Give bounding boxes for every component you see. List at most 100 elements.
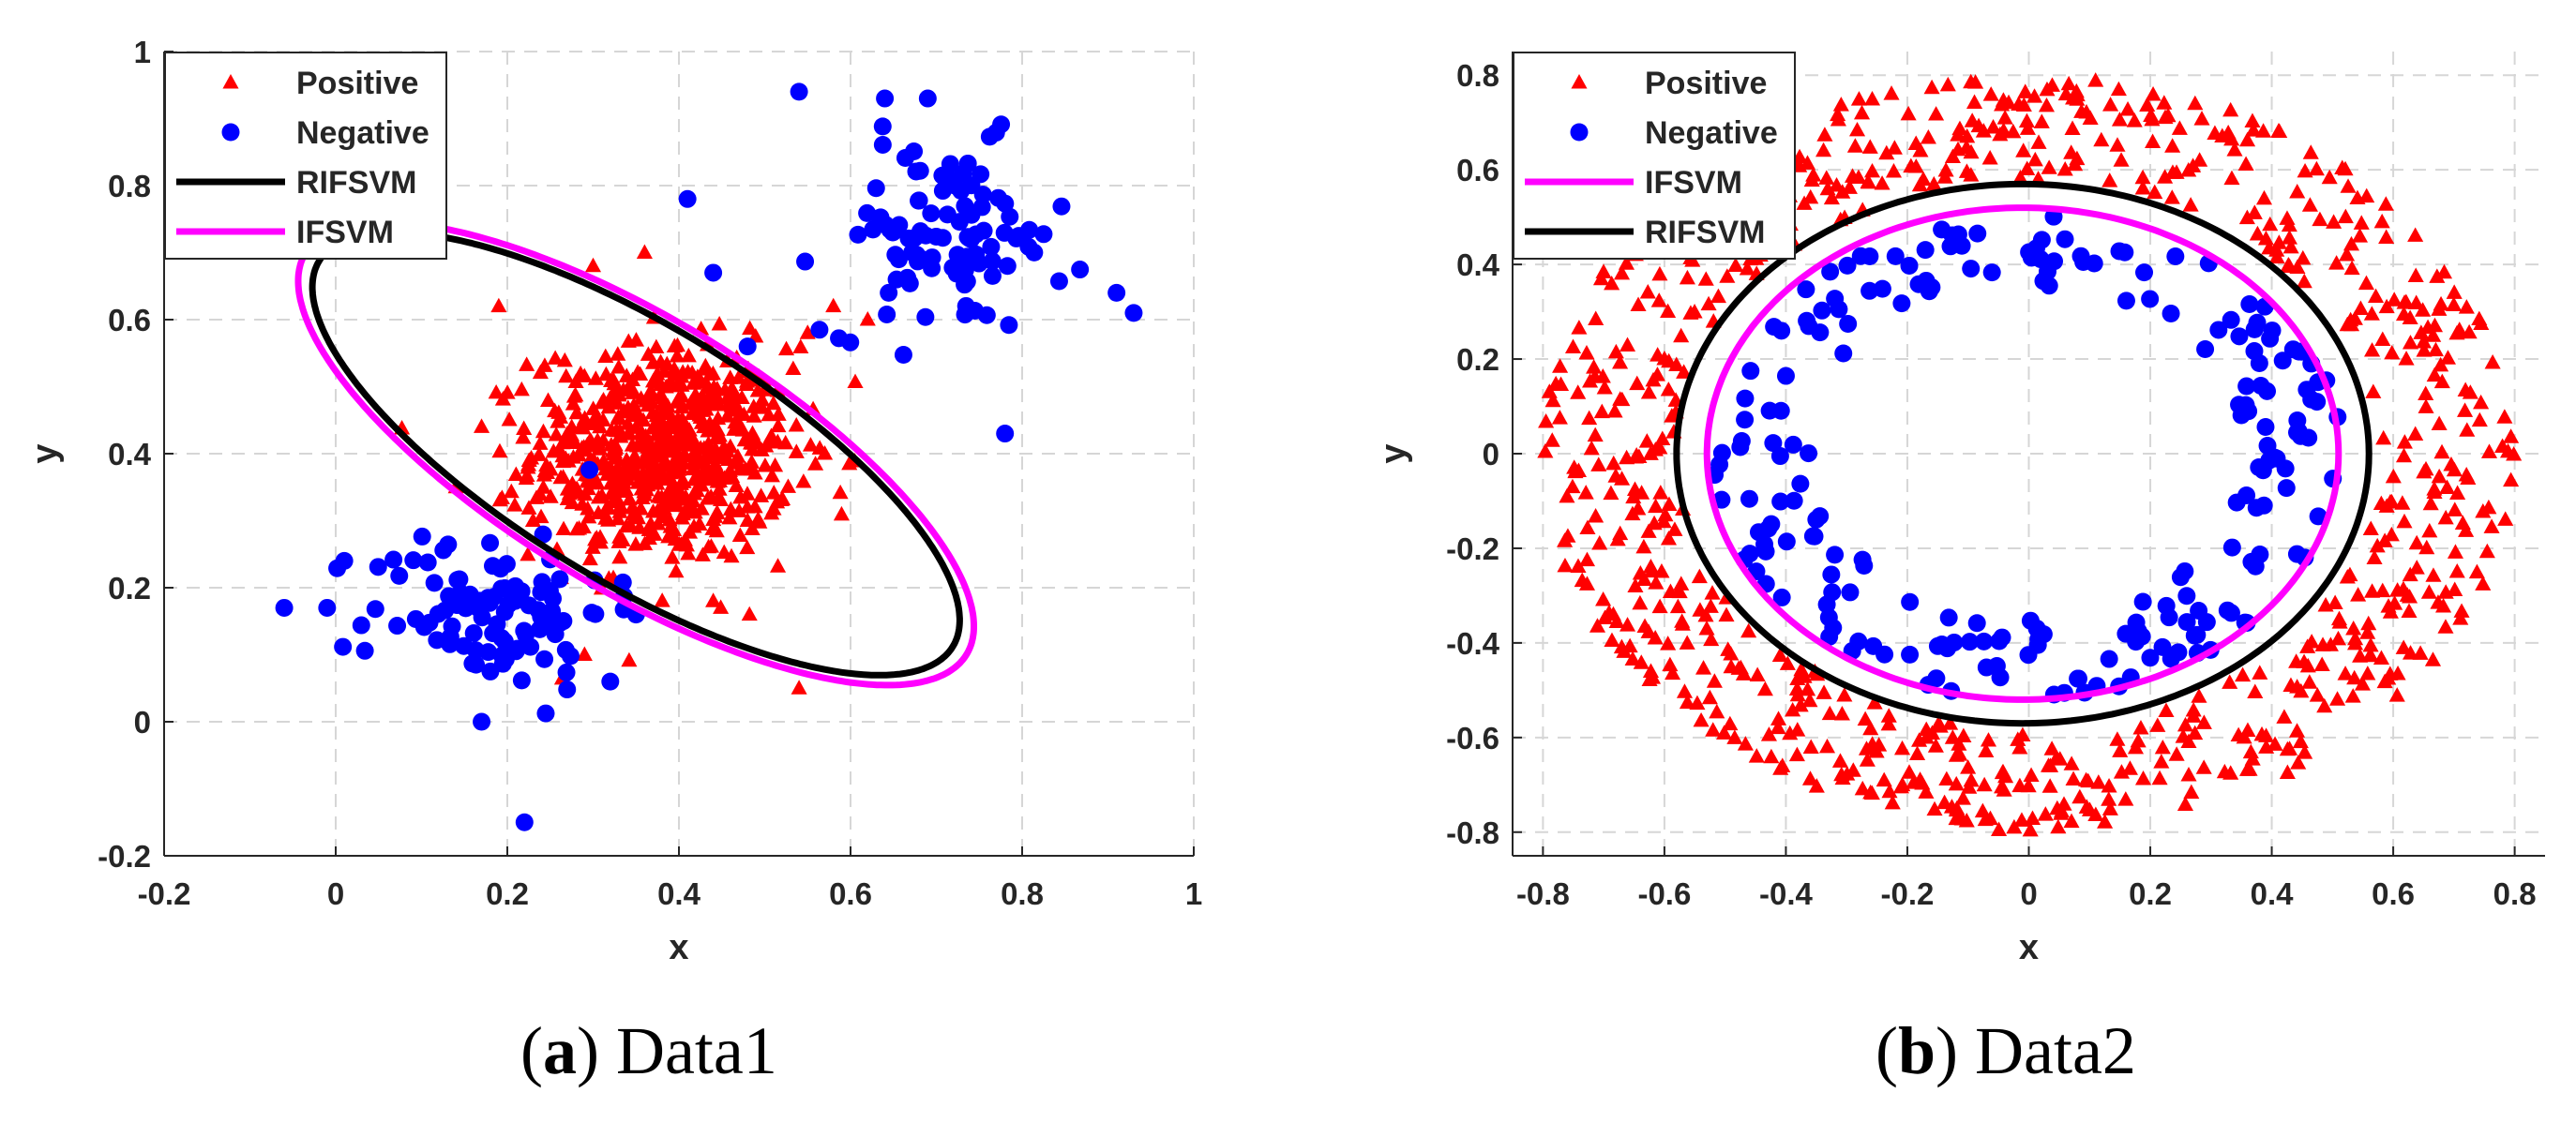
positive-point: [2245, 122, 2262, 137]
positive-point: [2182, 197, 2199, 212]
positive-point: [2351, 228, 2369, 243]
negative-point: [2242, 552, 2261, 571]
positive-point: [1964, 112, 1981, 127]
positive-point: [644, 404, 661, 420]
positive-point: [632, 500, 649, 516]
positive-point: [1801, 770, 1819, 785]
negative-point: [790, 82, 808, 101]
negative-point: [418, 553, 437, 572]
y-tick-label: 0.6: [1456, 153, 1499, 187]
positive-point: [641, 434, 658, 449]
positive-point: [1588, 310, 1604, 325]
negative-point: [738, 337, 757, 356]
negative-point: [2261, 329, 2280, 348]
positive-point: [570, 520, 588, 535]
positive-point: [654, 592, 670, 607]
positive-point: [1857, 711, 1874, 726]
negative-point: [2045, 252, 2064, 271]
positive-point: [597, 348, 614, 364]
positive-point: [2373, 495, 2389, 511]
positive-point: [1860, 173, 1877, 189]
positive-point: [2437, 509, 2454, 525]
positive-point: [1737, 736, 1754, 751]
positive-point: [2459, 422, 2476, 437]
positive-point: [2237, 156, 2254, 172]
positive-point: [1605, 455, 1622, 471]
positive-point: [1643, 562, 1660, 578]
positive-point: [2163, 189, 2180, 204]
positive-point: [1958, 812, 1975, 828]
positive-point: [524, 512, 541, 527]
positive-point: [2101, 778, 2117, 793]
positive-point: [1984, 119, 2002, 134]
positive-point: [655, 508, 672, 523]
caption-b-letter: b: [1897, 1013, 1936, 1088]
positive-point: [1577, 485, 1594, 500]
positive-point: [2308, 160, 2325, 176]
negative-point: [1960, 633, 1979, 651]
negative-point: [506, 642, 525, 661]
positive-point: [612, 428, 629, 443]
positive-point: [1593, 403, 1610, 419]
positive-point: [2290, 755, 2307, 770]
positive-point: [2337, 666, 2354, 681]
negative-point: [909, 252, 927, 271]
positive-point: [1625, 488, 1642, 504]
positive-point: [1982, 86, 1999, 101]
positive-point: [532, 435, 549, 450]
positive-point: [2238, 209, 2255, 225]
positive-point: [2378, 229, 2395, 245]
positive-point: [2483, 518, 2500, 533]
negative-point: [536, 704, 555, 723]
positive-point: [2475, 576, 2492, 591]
positive-point: [1818, 738, 1836, 754]
positive-point: [2126, 112, 2143, 127]
positive-point: [2302, 144, 2319, 159]
positive-point: [474, 418, 490, 433]
positive-point: [1660, 303, 1677, 319]
negative-point: [2230, 327, 2249, 346]
positive-point: [520, 458, 536, 474]
negative-point: [2256, 418, 2275, 437]
positive-point: [2408, 560, 2425, 575]
positive-point: [2158, 702, 2175, 718]
positive-point: [2249, 225, 2266, 241]
positive-point: [767, 456, 784, 472]
positive-point: [1863, 785, 1880, 800]
negative-point: [2162, 305, 2180, 323]
positive-point: [2261, 239, 2278, 255]
positive-point: [1679, 694, 1695, 710]
positive-point: [2119, 101, 2136, 116]
positive-point: [640, 346, 656, 361]
negative-point: [1800, 444, 1818, 463]
positive-point: [555, 469, 572, 484]
positive-point: [640, 530, 657, 546]
negative-point: [464, 623, 483, 642]
positive-point: [590, 504, 607, 520]
positive-point: [1596, 609, 1614, 625]
positive-point: [490, 297, 507, 313]
negative-point: [335, 551, 354, 570]
positive-point: [2288, 723, 2306, 738]
positive-point: [621, 490, 638, 506]
positive-point: [617, 481, 634, 497]
positive-point: [620, 379, 638, 394]
negative-point: [841, 333, 860, 352]
positive-point: [644, 372, 662, 388]
positive-point: [1640, 523, 1657, 538]
positive-point: [567, 373, 584, 388]
positive-point: [739, 539, 756, 555]
positive-point: [788, 443, 805, 458]
positive-point: [2358, 187, 2375, 203]
positive-point: [1823, 189, 1840, 205]
positive-point: [1920, 129, 1936, 144]
positive-point: [693, 477, 710, 492]
positive-point: [642, 382, 659, 397]
positive-point: [2139, 97, 2156, 112]
negative-point: [457, 599, 475, 618]
negative-point: [2141, 649, 2160, 667]
positive-point: [1640, 623, 1657, 638]
x-tick-label: 1: [1185, 876, 1202, 911]
positive-point: [2480, 443, 2498, 458]
positive-point: [2258, 739, 2275, 754]
